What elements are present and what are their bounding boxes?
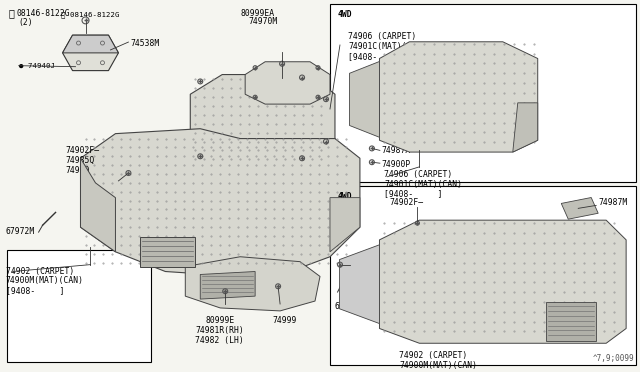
Polygon shape [81, 158, 115, 252]
Polygon shape [190, 74, 335, 163]
Text: 74970M: 74970M [248, 17, 277, 26]
Text: 4WD: 4WD [337, 192, 352, 201]
Text: 67972M: 67972M [335, 302, 364, 311]
Text: 4WD: 4WD [337, 10, 352, 19]
Polygon shape [340, 245, 380, 324]
Text: 80999E: 80999E [205, 316, 234, 325]
Text: 80999EA: 80999EA [240, 9, 275, 17]
Text: (2): (2) [19, 19, 33, 28]
Text: 74900P: 74900P [382, 160, 411, 169]
Text: 74981R(RH): 74981R(RH) [195, 326, 244, 335]
Bar [330, 186, 636, 365]
Text: 74985Q: 74985Q [65, 156, 95, 165]
Text: 74902 (CARPET): 74902 (CARPET) [6, 267, 74, 276]
Text: 74902F—: 74902F— [390, 198, 424, 206]
Text: 67972M: 67972M [6, 227, 35, 236]
Polygon shape [380, 220, 626, 343]
Polygon shape [561, 198, 598, 219]
Text: 74906 (CARPET): 74906 (CARPET) [348, 32, 416, 41]
Text: ● 74940J: ● 74940J [19, 63, 54, 69]
Polygon shape [380, 42, 538, 152]
Bar [7, 250, 151, 362]
Text: Ⓑ 08146-8122G: Ⓑ 08146-8122G [61, 12, 119, 18]
Text: [9408-     ]: [9408- ] [6, 286, 64, 295]
Polygon shape [63, 35, 118, 53]
Text: 74999: 74999 [272, 316, 296, 325]
Polygon shape [81, 129, 360, 276]
Text: 74900M(MAT)(CAN): 74900M(MAT)(CAN) [6, 276, 84, 285]
Text: Ⓑ: Ⓑ [9, 9, 15, 19]
Text: 74902F—: 74902F— [65, 147, 100, 155]
Text: 74902 (CARPET): 74902 (CARPET) [399, 351, 468, 360]
Text: ^7,9;0099: ^7,9;0099 [593, 354, 634, 363]
Text: [9408-     ]: [9408- ] [385, 189, 443, 199]
Text: 74985Q: 74985Q [352, 262, 381, 271]
Text: 74901C(MAT)(CAN): 74901C(MAT)(CAN) [385, 180, 463, 189]
Text: 74901C(MAT)(CAN): 74901C(MAT)(CAN) [348, 42, 426, 51]
Bar [330, 4, 636, 182]
Polygon shape [349, 61, 380, 137]
Text: 74982 (LH): 74982 (LH) [195, 336, 244, 344]
Text: 74900M(MAT)(CAN): 74900M(MAT)(CAN) [399, 361, 477, 370]
Text: 08146-8122G: 08146-8122G [17, 9, 70, 17]
Polygon shape [513, 103, 538, 152]
Text: 74987A: 74987A [382, 147, 411, 155]
Polygon shape [140, 237, 195, 267]
Polygon shape [330, 198, 360, 252]
Text: 74999: 74999 [65, 166, 90, 175]
Polygon shape [63, 35, 118, 71]
Polygon shape [200, 272, 255, 299]
Text: [9408-     ]: [9408- ] [348, 52, 406, 61]
Text: 74538M: 74538M [131, 39, 159, 48]
Polygon shape [245, 62, 330, 104]
Polygon shape [186, 257, 320, 311]
Polygon shape [547, 302, 596, 341]
Text: 74987M: 74987M [598, 198, 627, 206]
Text: 74906 (CARPET): 74906 (CARPET) [385, 170, 452, 179]
